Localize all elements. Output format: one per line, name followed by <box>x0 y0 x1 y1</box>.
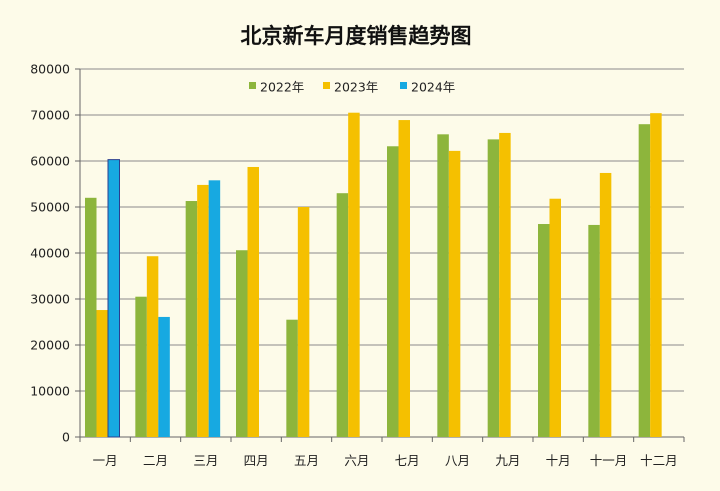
bar-2023年-十二月 <box>650 113 662 437</box>
y-axis-ticks: 0 10000 20000 30000 40000 50000 60000 70000 8000… <box>30 62 80 445</box>
bar-2022年-五月 <box>286 319 298 437</box>
x-tick-label: 二月 <box>143 453 168 468</box>
x-tick-label: 七月 <box>395 453 420 468</box>
legend-swatch-2024年 <box>400 82 407 89</box>
bar-2023年-三月 <box>197 184 209 437</box>
x-axis-ticks: 一月 二月 三月 四月 五月 六月 七月 八月 九月 十月 十一月 十二月 <box>79 437 685 468</box>
legend: 2022年 2023年 2024年 <box>249 80 455 95</box>
x-tick-label: 六月 <box>344 453 369 468</box>
bar-2022年-八月 <box>437 134 449 437</box>
bar-2022年-七月 <box>387 146 399 437</box>
bar-2024年-一月 <box>107 159 120 438</box>
bar-2023年-八月 <box>448 150 461 437</box>
legend-label-2024年: 2024年 <box>411 80 455 95</box>
y-tick-label: 0 <box>62 430 70 445</box>
y-tick-label: 60000 <box>30 154 70 169</box>
bar-2024年-二月 <box>158 316 170 437</box>
legend-label-2022年: 2022年 <box>260 80 304 95</box>
x-tick-label: 一月 <box>93 453 118 468</box>
bar-2023年-五月 <box>297 207 310 437</box>
bar-2022年-十二月 <box>638 124 651 437</box>
bar-2023年-二月 <box>146 256 159 437</box>
bar-2022年-十一月 <box>588 224 600 437</box>
bar-2022年-一月 <box>85 197 97 437</box>
bar-2023年-一月 <box>96 310 108 437</box>
bar-2023年-七月 <box>398 120 410 437</box>
bar-2023年-十月 <box>549 198 561 437</box>
x-tick-label: 四月 <box>244 453 269 468</box>
bar-2024年-三月 <box>208 180 221 437</box>
x-tick-label: 十月 <box>546 453 571 468</box>
bar-2022年-九月 <box>487 139 500 437</box>
y-tick-label: 40000 <box>30 246 70 261</box>
x-tick-label: 八月 <box>445 453 470 468</box>
gridlines <box>80 68 684 392</box>
bar-2023年-九月 <box>499 132 511 437</box>
bar-2023年-四月 <box>247 166 259 438</box>
bar-2022年-四月 <box>236 250 248 437</box>
y-tick-label: 10000 <box>30 384 70 399</box>
y-tick-label: 30000 <box>30 292 70 307</box>
legend-swatch-2022年 <box>249 82 256 89</box>
legend-label-2023年: 2023年 <box>334 80 378 95</box>
bar-2022年-三月 <box>185 201 198 437</box>
x-tick-label: 三月 <box>193 453 218 468</box>
bars <box>85 112 662 438</box>
y-tick-label: 80000 <box>30 62 70 77</box>
x-tick-label: 十一月 <box>590 453 628 468</box>
bar-2022年-十月 <box>538 224 550 437</box>
y-tick-label: 50000 <box>30 200 70 215</box>
x-tick-label: 十二月 <box>640 453 678 468</box>
y-tick-label: 20000 <box>30 338 70 353</box>
y-tick-label: 70000 <box>30 108 70 123</box>
bar-2023年-六月 <box>348 112 360 437</box>
chart-title: 北京新车月度销售趋势图 <box>241 24 472 48</box>
bar-2022年-二月 <box>135 296 147 437</box>
x-tick-label: 九月 <box>495 453 520 468</box>
legend-swatch-2023年 <box>323 82 330 89</box>
bar-2022年-六月 <box>336 193 349 437</box>
x-tick-label: 五月 <box>294 453 319 468</box>
bar-2023年-十一月 <box>599 172 612 437</box>
